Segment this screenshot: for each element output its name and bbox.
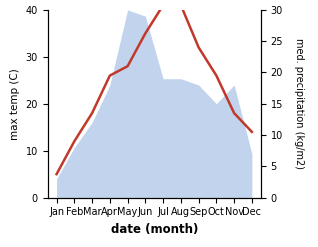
- Y-axis label: med. precipitation (kg/m2): med. precipitation (kg/m2): [294, 38, 304, 169]
- Y-axis label: max temp (C): max temp (C): [10, 68, 20, 140]
- X-axis label: date (month): date (month): [111, 223, 198, 236]
